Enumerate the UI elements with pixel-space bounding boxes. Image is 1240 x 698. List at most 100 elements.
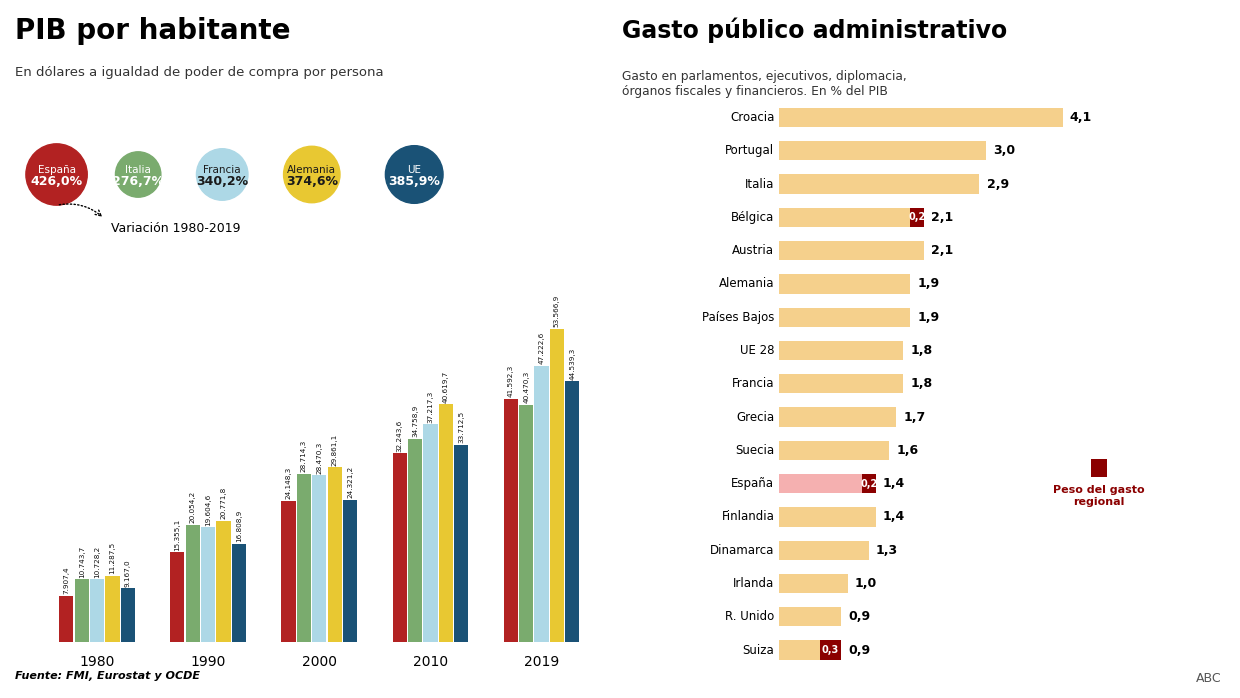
- Bar: [408, 438, 422, 642]
- Text: España: España: [732, 477, 774, 490]
- Text: 2,9: 2,9: [987, 177, 1008, 191]
- Bar: [779, 641, 820, 660]
- Text: 33.712,5: 33.712,5: [459, 411, 464, 443]
- Text: 2019: 2019: [525, 655, 559, 669]
- Text: 11.287,5: 11.287,5: [109, 542, 115, 574]
- Bar: [862, 474, 875, 493]
- Bar: [779, 208, 910, 227]
- Text: 3,0: 3,0: [993, 144, 1016, 157]
- Text: 20.054,2: 20.054,2: [190, 491, 196, 523]
- Circle shape: [115, 151, 161, 198]
- Text: 19.604,6: 19.604,6: [205, 493, 211, 526]
- Text: 1,4: 1,4: [883, 477, 905, 490]
- Text: 2,1: 2,1: [931, 244, 954, 257]
- Text: 1,6: 1,6: [897, 444, 919, 457]
- Bar: [186, 525, 200, 642]
- Text: 385,9%: 385,9%: [388, 175, 440, 188]
- Bar: [343, 500, 357, 642]
- Text: Peso del gasto
regional: Peso del gasto regional: [1053, 485, 1145, 507]
- Text: Alemania: Alemania: [288, 165, 336, 174]
- Bar: [503, 399, 518, 642]
- Text: En dólares a igualdad de poder de compra por persona: En dólares a igualdad de poder de compra…: [15, 66, 383, 80]
- Bar: [779, 108, 1063, 127]
- Circle shape: [284, 147, 340, 202]
- Text: 53.566,9: 53.566,9: [554, 295, 560, 327]
- Text: Grecia: Grecia: [737, 410, 774, 424]
- Text: 0,2: 0,2: [909, 212, 926, 223]
- Text: 0,9: 0,9: [848, 644, 870, 657]
- Text: España: España: [37, 165, 76, 174]
- Bar: [105, 576, 119, 642]
- Bar: [779, 474, 862, 493]
- Circle shape: [26, 144, 87, 205]
- Text: 40.619,7: 40.619,7: [443, 371, 449, 403]
- Text: Fuente: FMI, Eurostat y OCDE: Fuente: FMI, Eurostat y OCDE: [15, 671, 200, 681]
- Text: Italia: Italia: [745, 177, 774, 191]
- Text: 24.321,2: 24.321,2: [347, 466, 353, 498]
- Text: 28.714,3: 28.714,3: [301, 440, 308, 473]
- Text: UE: UE: [407, 165, 422, 174]
- Text: 1,8: 1,8: [910, 378, 932, 390]
- Bar: [534, 366, 548, 642]
- Text: Variación 1980-2019: Variación 1980-2019: [110, 223, 241, 235]
- Text: Finlandia: Finlandia: [722, 510, 774, 524]
- Text: Austria: Austria: [733, 244, 774, 257]
- Bar: [232, 544, 246, 642]
- Text: 1,8: 1,8: [910, 344, 932, 357]
- Bar: [779, 141, 986, 161]
- Text: Italia: Italia: [125, 165, 151, 174]
- Text: Portugal: Portugal: [725, 144, 774, 157]
- Text: 2,1: 2,1: [931, 211, 954, 224]
- Text: UE 28: UE 28: [740, 344, 774, 357]
- Bar: [910, 208, 924, 227]
- Text: 0,3: 0,3: [822, 645, 839, 655]
- Text: 0,2: 0,2: [861, 479, 877, 489]
- Text: R. Unido: R. Unido: [725, 610, 774, 623]
- Text: Alemania: Alemania: [719, 278, 774, 290]
- Text: 1980: 1980: [79, 655, 115, 669]
- Text: Países Bajos: Países Bajos: [702, 311, 774, 324]
- Bar: [565, 381, 579, 642]
- Bar: [779, 374, 903, 394]
- Bar: [779, 540, 869, 560]
- Bar: [423, 424, 438, 642]
- Text: 1,9: 1,9: [918, 278, 940, 290]
- Text: Dinamarca: Dinamarca: [711, 544, 774, 557]
- Text: 1,0: 1,0: [854, 577, 877, 590]
- Text: 32.243,6: 32.243,6: [397, 419, 403, 452]
- Bar: [281, 500, 295, 642]
- Bar: [312, 475, 326, 642]
- Circle shape: [386, 146, 443, 203]
- Bar: [393, 454, 407, 642]
- Text: 20.771,8: 20.771,8: [221, 487, 227, 519]
- Text: 34.758,9: 34.758,9: [412, 405, 418, 437]
- Text: 374,6%: 374,6%: [285, 175, 337, 188]
- Bar: [779, 440, 889, 460]
- Text: 1,9: 1,9: [918, 311, 940, 324]
- Bar: [120, 588, 135, 642]
- Bar: [1091, 459, 1106, 477]
- Bar: [779, 241, 924, 260]
- Bar: [217, 521, 231, 642]
- Text: 1,3: 1,3: [875, 544, 898, 557]
- Bar: [201, 528, 216, 642]
- Bar: [327, 468, 342, 642]
- Text: 1990: 1990: [191, 655, 226, 669]
- Text: 1,4: 1,4: [883, 510, 905, 524]
- Text: 28.470,3: 28.470,3: [316, 441, 322, 474]
- Bar: [549, 329, 564, 642]
- Text: 426,0%: 426,0%: [31, 175, 83, 188]
- Text: 10.728,2: 10.728,2: [94, 545, 100, 578]
- Bar: [779, 274, 910, 294]
- Text: 1,7: 1,7: [904, 410, 926, 424]
- Text: 4,1: 4,1: [1070, 111, 1092, 124]
- Text: 47.222,6: 47.222,6: [538, 332, 544, 364]
- Bar: [779, 174, 980, 194]
- Text: 41.592,3: 41.592,3: [508, 364, 513, 397]
- Text: Francia: Francia: [732, 378, 774, 390]
- Text: 24.148,3: 24.148,3: [285, 467, 291, 499]
- Text: 7.907,4: 7.907,4: [63, 567, 69, 594]
- Text: Francia: Francia: [203, 165, 241, 174]
- Text: 10.743,7: 10.743,7: [78, 545, 84, 577]
- Bar: [520, 406, 533, 642]
